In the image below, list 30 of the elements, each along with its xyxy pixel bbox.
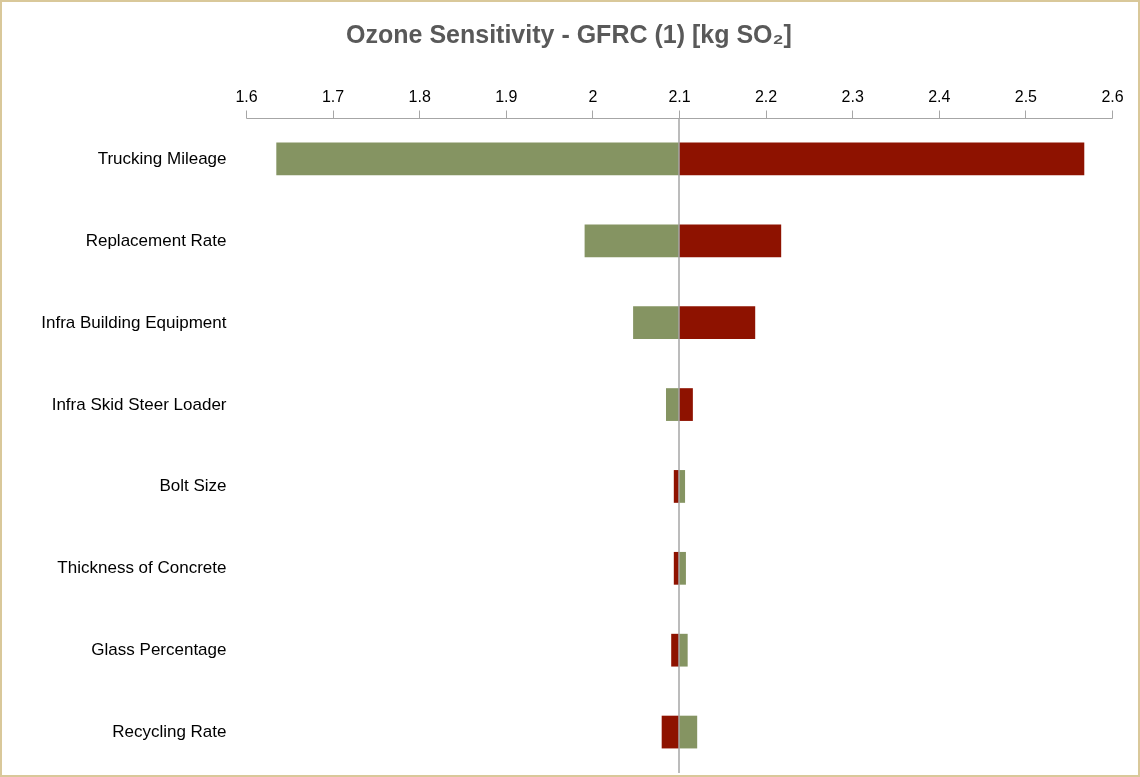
y-tick-label: Thickness of Concrete — [57, 558, 227, 578]
bar — [666, 388, 679, 421]
y-tick-label: Bolt Size — [159, 476, 227, 496]
y-tick-label: Glass Percentage — [91, 640, 227, 660]
bar — [633, 306, 679, 340]
x-tick-label: 2.2 — [754, 87, 778, 105]
bar — [661, 715, 679, 749]
chart-title: Ozone Sensitivity - GFRC (1) [kg SO₂] — [346, 20, 792, 48]
x-tick-label: 2 — [588, 87, 598, 105]
x-tick-label: 1.8 — [408, 87, 431, 105]
bar — [679, 142, 1085, 176]
x-tick-label: 2.6 — [1101, 87, 1124, 105]
bar — [276, 142, 679, 176]
x-tick-label: 2.5 — [1014, 87, 1038, 105]
bar — [584, 224, 679, 258]
y-tick-label: Replacement Rate — [85, 230, 227, 250]
x-tick-label: 2.1 — [668, 87, 691, 105]
y-tick-label: Trucking Mileage — [97, 148, 227, 168]
x-tick-label: 1.9 — [495, 87, 518, 105]
x-tick-label: 2.4 — [928, 87, 951, 105]
x-tick-label: 1.6 — [235, 87, 258, 105]
y-tick-label: Recycling Rate — [112, 722, 227, 742]
bar — [679, 224, 782, 258]
x-tick-label: 2.3 — [841, 87, 864, 105]
y-tick-label: Infra Skid Steer Loader — [51, 394, 227, 414]
bar — [679, 388, 693, 421]
x-tick-label: 1.7 — [321, 87, 345, 105]
bar — [679, 715, 698, 749]
y-tick-label: Infra Building Equipment — [41, 312, 227, 332]
bar — [679, 306, 756, 340]
